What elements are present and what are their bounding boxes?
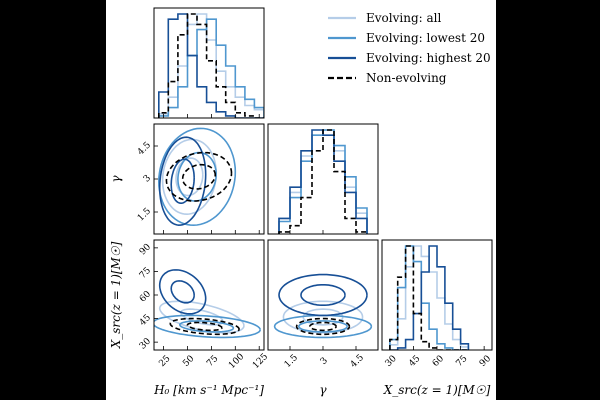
x-axis-label: γ — [319, 383, 327, 397]
y-tick-label: 30 — [138, 336, 153, 351]
hist-H0-frame — [153, 7, 265, 119]
legend-label: Non-evolving — [366, 71, 447, 85]
axis-labels: H₀ [km s⁻¹ Mpc⁻¹] γ X_src(z = 1)[M☉] γ X_src… — [109, 175, 491, 397]
contour-line — [175, 157, 204, 197]
contour-line — [177, 151, 217, 202]
x-axis-label: X_src(z = 1)[M☉] — [383, 383, 491, 397]
x-tick-label: 75 — [205, 354, 220, 369]
legend-label: Evolving: lowest 20 — [366, 31, 485, 45]
y-tick-label: 4.5 — [136, 140, 153, 157]
panel-layer: 30 45 60 75 90 1.5 3 4.5 25 50 75 100 125 30 45 60 75 90 1… — [136, 7, 493, 371]
x-tick-label: 30 — [384, 354, 399, 369]
hist-H0 — [153, 7, 265, 119]
x-tick-label: 25 — [157, 354, 172, 369]
corner-plot: 30 45 60 75 90 1.5 3 4.5 25 50 75 100 125 30 45 60 75 90 1… — [109, 7, 493, 397]
hist-Xsrc: 30 45 60 75 90 — [381, 239, 493, 369]
contour-line — [273, 314, 373, 339]
x-tick-label: 125 — [251, 352, 270, 371]
contour-line — [170, 280, 195, 304]
contour-line — [165, 151, 233, 202]
contour-line — [158, 269, 207, 315]
legend-label: Evolving: highest 20 — [366, 51, 491, 65]
contour-line — [158, 300, 245, 334]
y-axis-label: γ — [109, 175, 123, 183]
hist-line — [157, 13, 264, 118]
x-tick-label: 100 — [227, 352, 246, 371]
hist-Xsrc-content — [389, 245, 470, 350]
hist-line — [389, 245, 470, 350]
contour-line — [181, 163, 216, 190]
hist-line — [389, 245, 469, 350]
hist-line — [278, 129, 368, 234]
contour-gamma-Xsrc: 1.5 3 4.5 — [267, 239, 379, 370]
x-tick-label: 45 — [407, 354, 422, 369]
contour-line — [297, 320, 348, 333]
hist-gamma — [267, 123, 379, 235]
x-tick-label: 4.5 — [349, 353, 366, 370]
contour-line — [178, 320, 235, 333]
contour-line — [154, 314, 261, 339]
y-axis-label: X_src(z = 1)[M☉] — [109, 241, 123, 349]
contour-H0-gamma: 1.5 3 4.5 — [136, 123, 265, 235]
legend-entry: Non-evolving — [328, 71, 447, 85]
contour-line — [300, 283, 346, 307]
legend-entry: Evolving: highest 20 — [328, 51, 491, 65]
x-tick-label: 1.5 — [283, 353, 300, 370]
contour-line — [170, 158, 195, 204]
contour-gamma-Xsrc-content — [273, 273, 373, 339]
legend-label: Evolving: all — [366, 11, 441, 25]
contour-line — [278, 273, 368, 317]
contour-line — [158, 136, 207, 227]
legend: Evolving: all Evolving: lowest 20 Evolving… — [328, 11, 491, 85]
hist-line — [157, 18, 264, 118]
x-tick-label: 60 — [431, 354, 446, 369]
x-tick-label: 90 — [478, 354, 493, 369]
contour-H0-Xsrc-content — [154, 269, 261, 339]
y-tick-label: 45 — [138, 313, 153, 328]
contour-H0-gamma-frame — [153, 123, 265, 235]
legend-entry: Evolving: lowest 20 — [328, 31, 485, 45]
y-tick-label: 1.5 — [136, 206, 153, 223]
x-tick-label: 75 — [454, 354, 469, 369]
y-tick-label: 90 — [138, 242, 153, 257]
contour-line — [169, 317, 240, 336]
contour-line — [282, 300, 364, 334]
contour-line — [161, 138, 217, 216]
y-tick-label: 75 — [138, 266, 153, 281]
x-tick-label: 3 — [319, 356, 330, 367]
hist-H0-content — [157, 13, 264, 118]
contour-line — [295, 317, 351, 336]
y-tick-label: 3 — [142, 173, 153, 184]
contour-line — [157, 127, 237, 227]
hist-line — [157, 13, 264, 118]
figure-canvas: 30 45 60 75 90 1.5 3 4.5 25 50 75 100 125 30 45 60 75 90 1… — [106, 0, 496, 400]
contour-line — [186, 321, 223, 332]
x-tick-label: 50 — [181, 354, 196, 369]
hist-gamma-content — [278, 129, 368, 234]
contour-H0-gamma-content — [157, 127, 237, 227]
contour-line — [308, 321, 337, 332]
hist-line — [389, 245, 469, 350]
legend-entry: Evolving: all — [328, 11, 441, 25]
hist-line — [157, 13, 264, 118]
y-tick-label: 60 — [138, 289, 153, 304]
x-axis-label: H₀ [km s⁻¹ Mpc⁻¹] — [153, 383, 264, 397]
contour-H0-Xsrc: 25 50 75 100 125 30 45 60 75 90 — [138, 239, 270, 371]
